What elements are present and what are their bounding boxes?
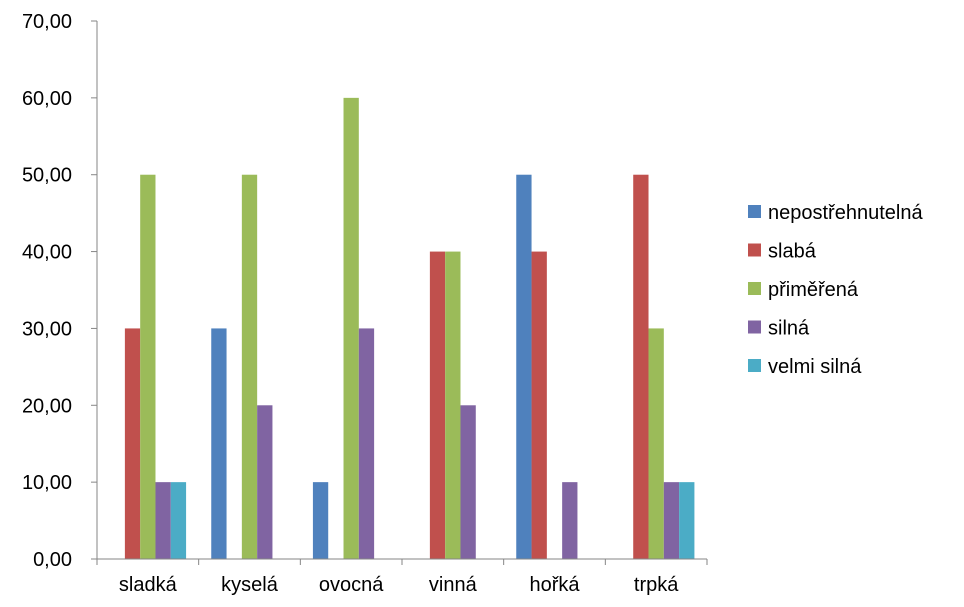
- bar: [170, 482, 187, 559]
- y-tick-label: 20,00: [22, 395, 72, 417]
- y-tick-label: 60,00: [22, 88, 72, 110]
- bar: [211, 328, 227, 559]
- bar: [445, 251, 461, 560]
- y-tick-label: 0,00: [33, 549, 72, 571]
- legend: nepostřehnutelná slabá přiměřená silná velmi…: [748, 202, 923, 378]
- legend-swatch: [748, 282, 761, 295]
- axes-layer: 0,00 10,00 20,00 30,00 40,00 50,00 60,00 70,00 s…: [22, 11, 708, 596]
- legend-label: přiměřená: [768, 279, 859, 301]
- y-tick-label: 40,00: [22, 242, 72, 264]
- legend-label: velmi silná: [768, 356, 862, 378]
- bar: [140, 174, 156, 559]
- bar: [460, 405, 476, 559]
- bar: [562, 482, 578, 559]
- bar: [343, 97, 359, 559]
- bars-layer: [124, 97, 695, 560]
- bar: [679, 482, 695, 559]
- legend-label: nepostřehnutelná: [768, 202, 923, 224]
- x-tick-label: ovocná: [319, 574, 384, 596]
- bar: [124, 328, 141, 559]
- bar: [241, 174, 258, 559]
- x-tick-label: sladká: [119, 574, 178, 596]
- legend-label: silná: [768, 318, 810, 340]
- legend-swatch: [748, 205, 761, 218]
- bar: [358, 328, 375, 559]
- y-tick-label: 10,00: [22, 472, 72, 494]
- bar: [531, 251, 547, 560]
- bar: [429, 251, 446, 560]
- bar: [155, 482, 171, 559]
- legend-swatch: [748, 359, 761, 372]
- legend-swatch: [748, 320, 761, 334]
- x-tick-label: trpká: [634, 574, 679, 596]
- bar: [633, 174, 649, 559]
- x-tick-label: kyselá: [221, 574, 279, 596]
- y-tick-label: 50,00: [22, 165, 72, 187]
- legend-label: slabá: [768, 241, 817, 263]
- bar: [516, 174, 532, 559]
- bar: [257, 405, 273, 559]
- x-tick-label: hořká: [529, 574, 580, 596]
- x-tick-label: vinná: [429, 574, 478, 596]
- bar: [648, 328, 664, 559]
- bar: [312, 482, 329, 559]
- y-tick-label: 30,00: [22, 318, 72, 340]
- bar: [663, 482, 680, 559]
- y-tick-label: 70,00: [22, 11, 72, 33]
- legend-swatch: [748, 243, 761, 257]
